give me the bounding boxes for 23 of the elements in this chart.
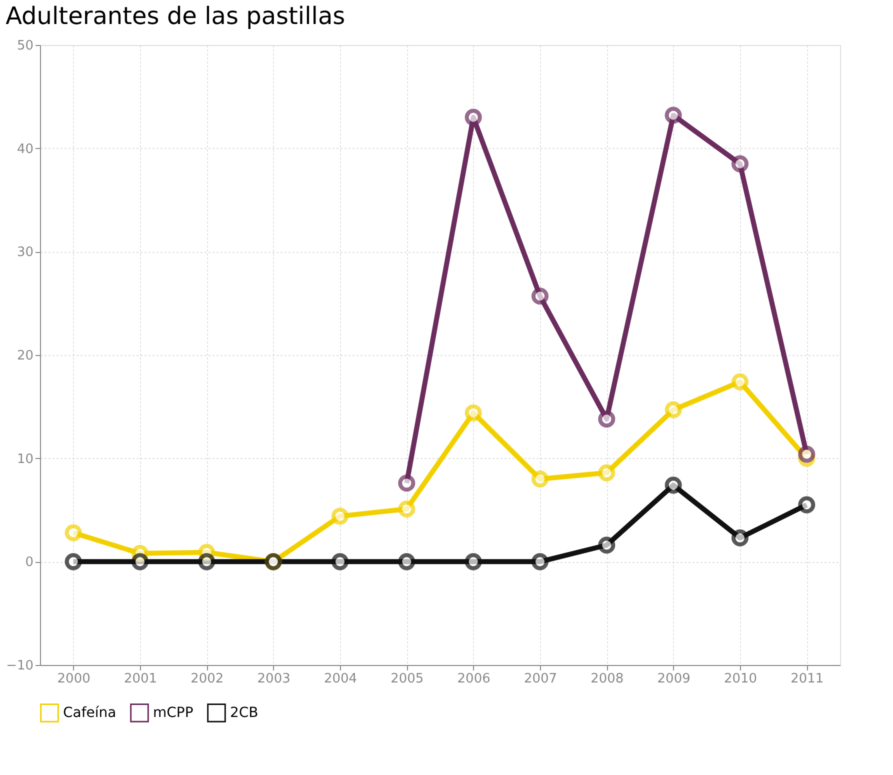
y-tick-label: 50	[16, 38, 34, 54]
y-tick-label: 0	[25, 555, 34, 570]
x-tick-label: 2007	[524, 672, 558, 686]
x-tick-label: 2004	[324, 672, 358, 686]
x-tick-label: 2008	[590, 672, 624, 686]
x-tick-label: 2005	[390, 672, 424, 686]
y-tick-label: 10	[16, 452, 34, 467]
legend-label: Cafeína	[63, 704, 116, 721]
legend-label: 2CB	[230, 704, 258, 721]
y-tick-label: 40	[16, 142, 34, 157]
x-tick-label: 2000	[57, 672, 90, 686]
x-tick-label: 2009	[657, 672, 690, 686]
x-tick-label: 2011	[790, 672, 824, 686]
legend-label: mCPP	[153, 704, 194, 721]
x-tick-label: 2010	[724, 672, 758, 686]
x-tick-label: 2006	[457, 672, 490, 686]
x-tick-label: 2002	[190, 672, 224, 686]
y-tick-label: 20	[16, 348, 34, 364]
chart-title: Adulterantes de las pastillas	[6, 2, 346, 30]
y-tick-label: 30	[16, 245, 34, 260]
x-tick-label: 2001	[124, 672, 158, 686]
x-tick-label: 2003	[257, 672, 290, 686]
y-tick-label: −10	[6, 658, 34, 674]
